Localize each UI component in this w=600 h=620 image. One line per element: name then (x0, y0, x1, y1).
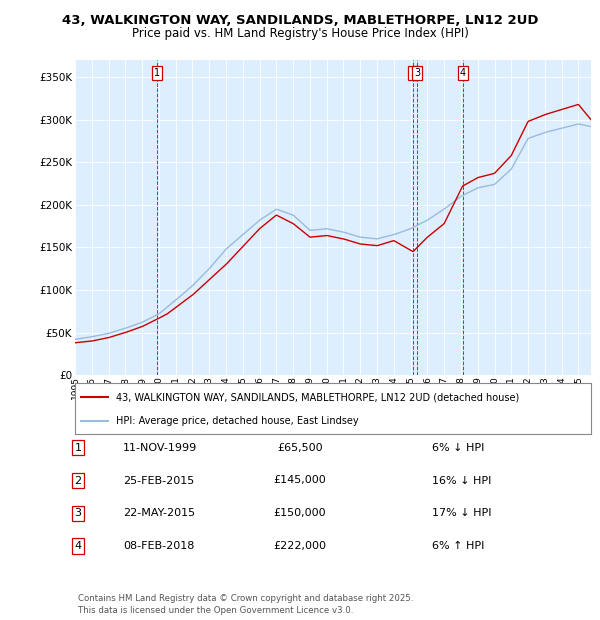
Text: £65,500: £65,500 (277, 443, 323, 453)
Text: £222,000: £222,000 (274, 541, 326, 551)
Text: 2: 2 (74, 476, 82, 485)
Text: 43, WALKINGTON WAY, SANDILANDS, MABLETHORPE, LN12 2UD (detached house): 43, WALKINGTON WAY, SANDILANDS, MABLETHO… (116, 392, 520, 402)
Text: 43, WALKINGTON WAY, SANDILANDS, MABLETHORPE, LN12 2UD: 43, WALKINGTON WAY, SANDILANDS, MABLETHO… (62, 14, 538, 27)
Text: £145,000: £145,000 (274, 476, 326, 485)
Text: 1: 1 (74, 443, 82, 453)
Text: 6% ↓ HPI: 6% ↓ HPI (432, 443, 484, 453)
Text: 11-NOV-1999: 11-NOV-1999 (123, 443, 197, 453)
Text: 16% ↓ HPI: 16% ↓ HPI (432, 476, 491, 485)
Text: 17% ↓ HPI: 17% ↓ HPI (432, 508, 491, 518)
Text: 2: 2 (410, 68, 416, 78)
Text: 3: 3 (414, 68, 420, 78)
Text: Price paid vs. HM Land Registry's House Price Index (HPI): Price paid vs. HM Land Registry's House … (131, 27, 469, 40)
Text: Contains HM Land Registry data © Crown copyright and database right 2025.
This d: Contains HM Land Registry data © Crown c… (78, 594, 413, 615)
Text: 1: 1 (154, 68, 160, 78)
Text: 22-MAY-2015: 22-MAY-2015 (123, 508, 195, 518)
Text: HPI: Average price, detached house, East Lindsey: HPI: Average price, detached house, East… (116, 416, 359, 427)
Text: 25-FEB-2015: 25-FEB-2015 (123, 476, 194, 485)
Text: 6% ↑ HPI: 6% ↑ HPI (432, 541, 484, 551)
Text: 3: 3 (74, 508, 82, 518)
Text: 4: 4 (74, 541, 82, 551)
Text: 4: 4 (460, 68, 466, 78)
Text: 08-FEB-2018: 08-FEB-2018 (123, 541, 194, 551)
Text: £150,000: £150,000 (274, 508, 326, 518)
